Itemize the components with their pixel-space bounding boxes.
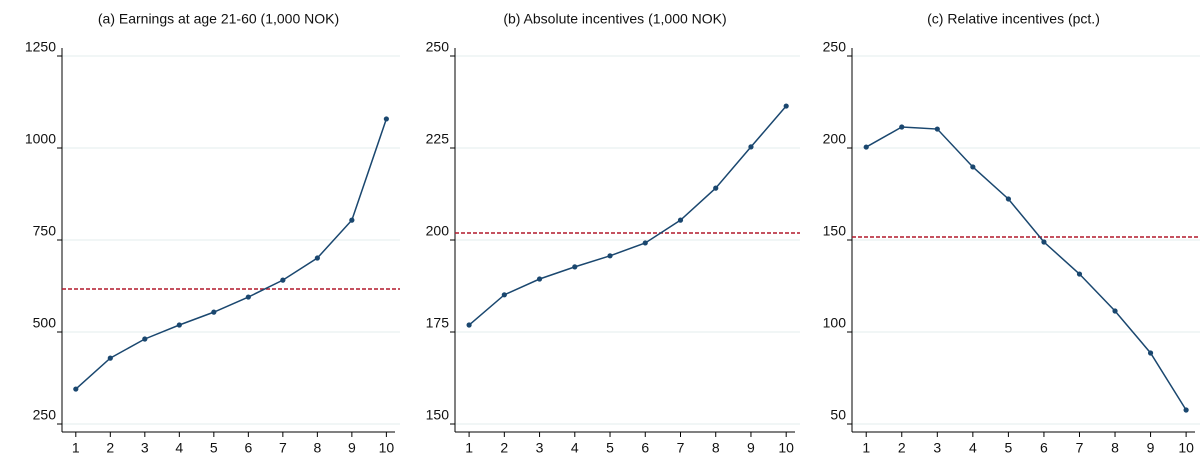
point — [1041, 239, 1047, 245]
point — [107, 355, 113, 361]
x-tick-label: 9 — [1147, 440, 1155, 456]
x-tick-label: 8 — [313, 440, 321, 456]
x-tick-label: 1 — [72, 440, 80, 456]
point — [642, 240, 648, 246]
x-tick-label: 2 — [106, 440, 114, 456]
x-tick-label: 7 — [677, 440, 685, 456]
x-tick-label: 7 — [279, 440, 287, 456]
x-tick-label: 8 — [1111, 440, 1119, 456]
x-tick-label: 8 — [712, 440, 720, 456]
point — [1183, 407, 1189, 413]
point — [211, 309, 217, 315]
point — [142, 336, 148, 342]
x-tick-label: 3 — [933, 440, 941, 456]
x-tick-label: 3 — [141, 440, 149, 456]
x-tick-label: 6 — [1040, 440, 1048, 456]
point — [1147, 350, 1154, 356]
point — [536, 276, 543, 282]
y-tick-label: 200 — [426, 223, 450, 239]
x-tick-label: 1 — [862, 440, 870, 456]
y-tick-label: 100 — [823, 315, 847, 331]
chart-title: (c) Relative incentives (pct.) — [927, 11, 1100, 27]
point — [1076, 271, 1083, 277]
x-tick-label: 3 — [536, 440, 544, 456]
x-tick-label: 10 — [778, 440, 794, 456]
y-tick-label: 175 — [426, 315, 450, 331]
x-tick-label: 5 — [606, 440, 614, 456]
x-tick-label: 2 — [898, 440, 906, 456]
point — [970, 164, 976, 170]
y-tick-label: 250 — [823, 39, 847, 55]
x-tick-label: 7 — [1076, 440, 1084, 456]
series-line — [75, 118, 388, 390]
point — [899, 124, 905, 130]
x-tick-label: 10 — [1178, 440, 1194, 456]
point — [748, 144, 754, 150]
point — [1112, 308, 1118, 314]
x-tick-label: 6 — [244, 440, 252, 456]
point — [383, 116, 389, 122]
point — [783, 103, 789, 109]
y-tick-label: 1250 — [25, 39, 56, 55]
point — [73, 386, 79, 392]
point — [934, 126, 940, 132]
y-tick-label: 50 — [830, 407, 846, 423]
x-tick-label: 9 — [747, 440, 755, 456]
x-tick-label: 5 — [210, 440, 218, 456]
point — [466, 322, 472, 328]
series-line — [865, 126, 1187, 411]
point — [863, 144, 869, 150]
y-tick-label: 225 — [426, 131, 450, 147]
y-tick-label: 250 — [33, 407, 57, 423]
x-tick-label: 1 — [465, 440, 473, 456]
point — [607, 253, 613, 259]
y-tick-label: 750 — [33, 223, 57, 239]
x-tick-label: 6 — [641, 440, 649, 456]
point — [501, 292, 507, 298]
point — [280, 277, 286, 283]
x-tick-label: 9 — [348, 440, 356, 456]
point — [349, 217, 355, 223]
x-tick-label: 2 — [500, 440, 508, 456]
y-tick-label: 150 — [426, 407, 450, 423]
point — [176, 322, 182, 328]
y-tick-label: 150 — [823, 223, 847, 239]
y-tick-label: 1000 — [25, 131, 56, 147]
point — [572, 264, 578, 270]
x-tick-label: 5 — [1004, 440, 1012, 456]
chart-title: (b) Absolute incentives (1,000 NOK) — [503, 11, 726, 27]
series-line — [468, 105, 787, 326]
point — [677, 217, 684, 223]
y-tick-label: 200 — [823, 131, 847, 147]
x-tick-label: 10 — [379, 440, 395, 456]
point — [713, 185, 719, 191]
y-tick-label: 250 — [426, 39, 450, 55]
x-tick-label: 4 — [571, 440, 579, 456]
point — [1005, 196, 1011, 202]
point — [245, 294, 251, 300]
point — [314, 255, 320, 261]
x-tick-label: 4 — [175, 440, 183, 456]
y-tick-label: 500 — [33, 315, 57, 331]
x-tick-label: 4 — [969, 440, 977, 456]
chart-title: (a) Earnings at age 21-60 (1,000 NOK) — [98, 11, 339, 27]
